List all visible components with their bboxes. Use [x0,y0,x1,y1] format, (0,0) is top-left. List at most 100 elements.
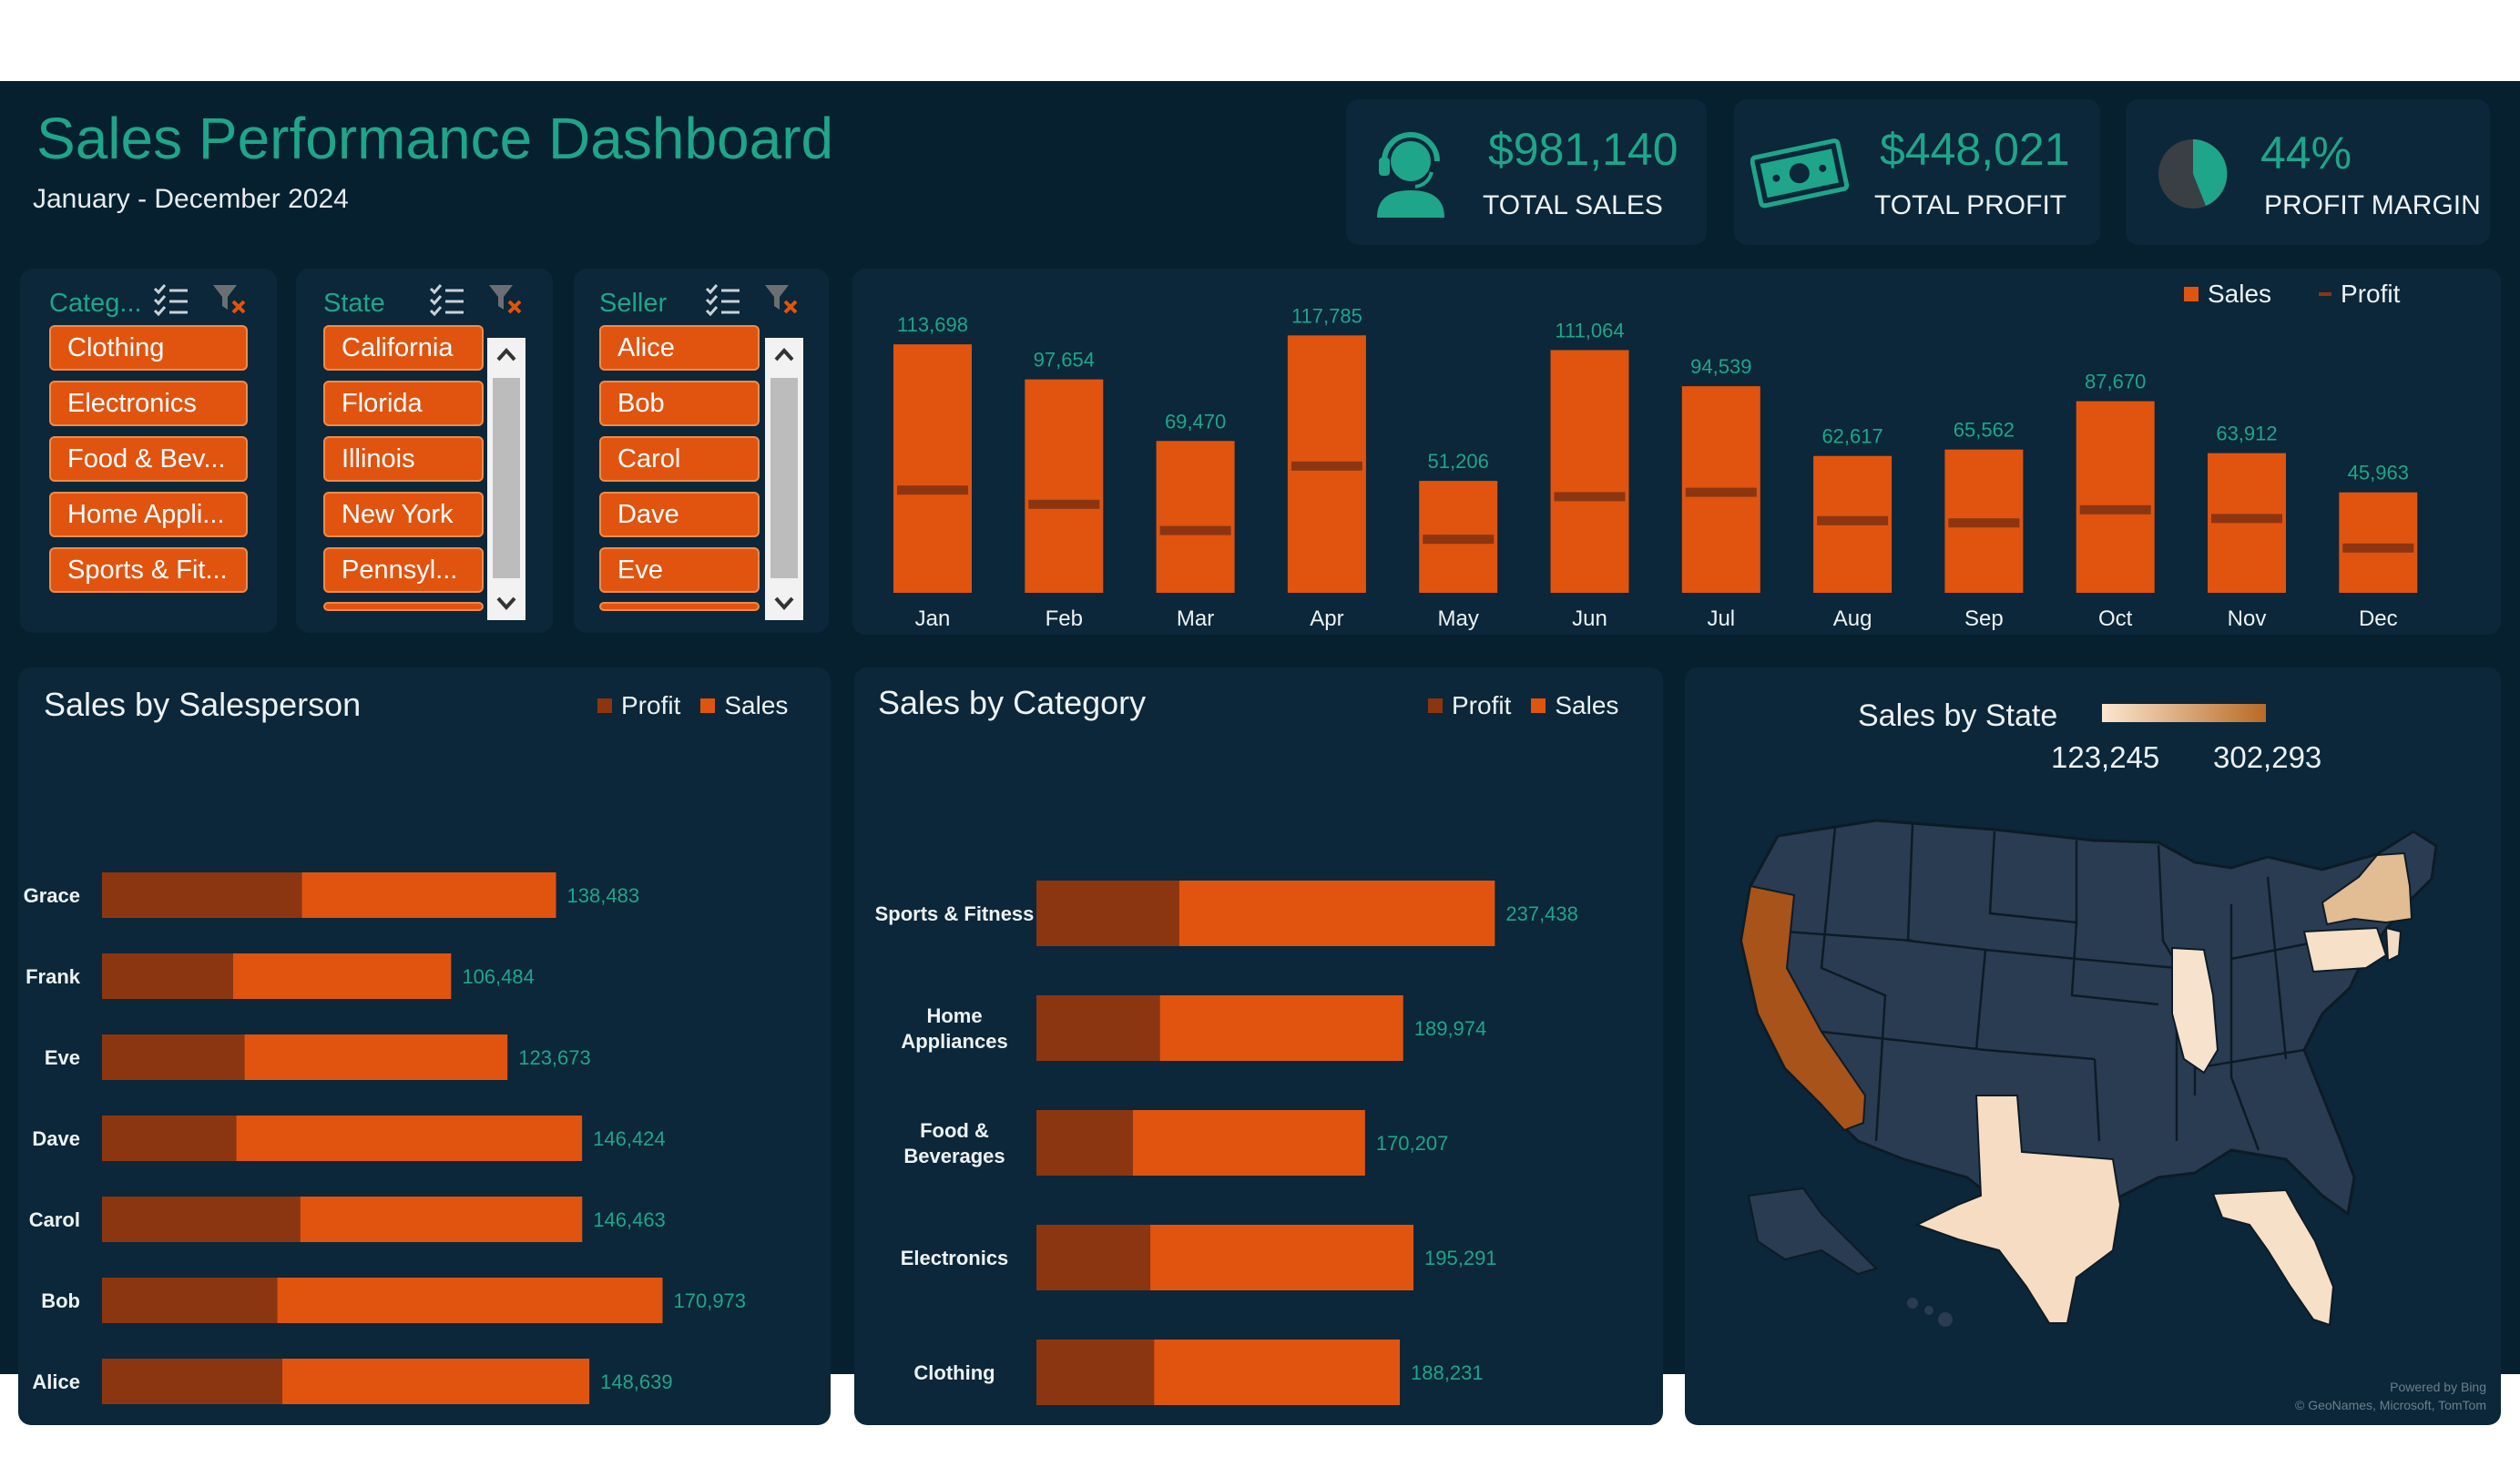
profit-marker [2342,543,2414,553]
slicer-item-illinois[interactable]: Illinois [323,436,484,482]
category-label: Frank [26,965,81,988]
x-tick-label: Aug [1833,606,1872,631]
profit-bar [1036,1110,1133,1176]
slicer-item-new-york[interactable]: New York [323,492,484,537]
multi-select-icon[interactable] [429,283,465,316]
slicer-title: Seller [599,289,668,318]
x-tick-label: Oct [2098,606,2133,631]
profit-marker [1685,487,1757,497]
salesperson-chart: Sales by Salesperson Profit Sales 138,48… [18,667,831,1425]
data-label: 146,424 [593,1127,666,1150]
state-texas[interactable] [1914,1095,2122,1324]
kpi-value: 44% [2260,127,2352,178]
sales-bar [1156,441,1235,593]
data-label: 113,698 [897,313,968,336]
scroll-down-icon[interactable] [487,587,525,620]
legend-swatch-sales [1531,698,1546,713]
sales-bar [1550,350,1629,593]
state-florida[interactable] [2211,1188,2335,1327]
x-tick-label: Nov [2228,606,2267,631]
kpi-value: $981,140 [1488,124,1678,175]
data-label: 170,207 [1376,1132,1449,1155]
slicer-item-florida[interactable]: Florida [323,381,484,426]
kpi-label: TOTAL SALES [1483,190,1663,220]
slicer-scrollbar[interactable] [765,338,803,620]
slicer-item-dave[interactable]: Dave [599,492,760,537]
multi-select-icon[interactable] [705,283,741,316]
category-chart: Sales by Category Profit Sales 237,438 Sp… [854,667,1663,1425]
data-label: 106,484 [462,965,535,988]
slicer-item-partial[interactable] [323,602,484,611]
chart-legend: Sales Profit [2184,280,2400,309]
profit-bar [102,1359,282,1404]
slicer-item-carol[interactable]: Carol [599,436,760,482]
sales-bar [1025,379,1104,593]
scroll-down-icon[interactable] [765,587,803,620]
slicer-item-electronics[interactable]: Electronics [49,381,248,426]
state-alaska[interactable] [1747,1187,1878,1276]
category-label: Beverages [903,1145,1005,1167]
scale-max-label: 302,293 [2213,740,2322,774]
us-mainland[interactable] [1740,819,2438,1271]
state-map: Sales by State 123,245 302,293 [1685,667,2501,1425]
state-new-jersey[interactable] [2384,926,2403,963]
x-tick-label: Jun [1572,606,1607,631]
slicer-item-alice[interactable]: Alice [599,325,760,371]
state-new-york[interactable] [2321,851,2413,926]
legend-swatch-profit [597,698,612,713]
chart-title: Sales by Salesperson [44,686,362,723]
scroll-up-icon[interactable] [487,338,525,371]
scroll-thumb[interactable] [770,378,798,578]
x-tick-label: Sep [1964,606,2004,631]
profit-marker [2079,504,2151,515]
chart-legend: Profit Sales [597,691,788,720]
slicer-item-pennsylvania[interactable]: Pennsyl... [323,547,484,593]
map-attribution: Powered by Bing [2390,1380,2486,1394]
chart-title: Sales by Category [878,684,1147,721]
data-label: 237,438 [1505,902,1578,925]
slicer-item-eve[interactable]: Eve [599,547,760,593]
profit-bar [102,1116,237,1161]
map-attribution: © GeoNames, Microsoft, TomTom [2295,1398,2486,1412]
slicer-item-partial[interactable] [599,602,760,611]
state-california[interactable] [1740,884,1867,1132]
profit-bar [102,1197,301,1242]
data-label: 146,463 [593,1208,666,1231]
data-label: 62,617 [1821,425,1882,448]
data-label: 138,483 [567,884,640,907]
legend-label: Sales [2208,280,2272,308]
profit-bar [1036,1340,1155,1405]
slicer-item-food-beverages[interactable]: Food & Bev... [49,436,248,482]
legend-label: Profit [621,691,681,719]
state-pennsylvania[interactable] [2302,926,2388,973]
state-illinois[interactable] [2171,946,2219,1075]
x-tick-label: May [1438,606,1479,631]
clear-filter-icon[interactable] [763,283,800,316]
scroll-thumb[interactable] [493,378,520,578]
profit-bar [102,872,302,918]
chart-title: Sales by State [1858,698,2058,733]
multi-select-icon[interactable] [153,283,189,316]
data-label: 87,670 [2085,371,2146,393]
slicer-item-home-appliances[interactable]: Home Appli... [49,492,248,537]
data-label: 97,654 [1034,349,1095,372]
slicer-item-sports-fitness[interactable]: Sports & Fit... [49,547,248,593]
map-color-scale [2102,704,2266,722]
data-label: 111,064 [1555,319,1624,341]
monthly-sales-chart: Sales Profit 113,698 Jan 97,654 Feb 69,470 Ma… [852,269,2501,635]
clear-filter-icon[interactable] [211,283,248,316]
slicer-scrollbar[interactable] [487,338,525,620]
slicer-item-california[interactable]: California [323,325,484,371]
slicer-title: State [323,289,385,318]
chart-legend: Profit Sales [1428,691,1618,720]
us-map[interactable] [1685,667,2501,1425]
category-label: Clothing [913,1361,995,1384]
dashboard: Sales Performance Dashboard January - De… [0,81,2520,1425]
state-hawaii[interactable] [1907,1298,1953,1327]
slicer-item-clothing[interactable]: Clothing [49,325,248,371]
scroll-up-icon[interactable] [765,338,803,371]
clear-filter-icon[interactable] [487,283,524,316]
kpi-total-sales: $981,140 TOTAL SALES [1346,99,1707,245]
slicer-item-bob[interactable]: Bob [599,381,760,426]
data-label: 117,785 [1291,304,1362,327]
